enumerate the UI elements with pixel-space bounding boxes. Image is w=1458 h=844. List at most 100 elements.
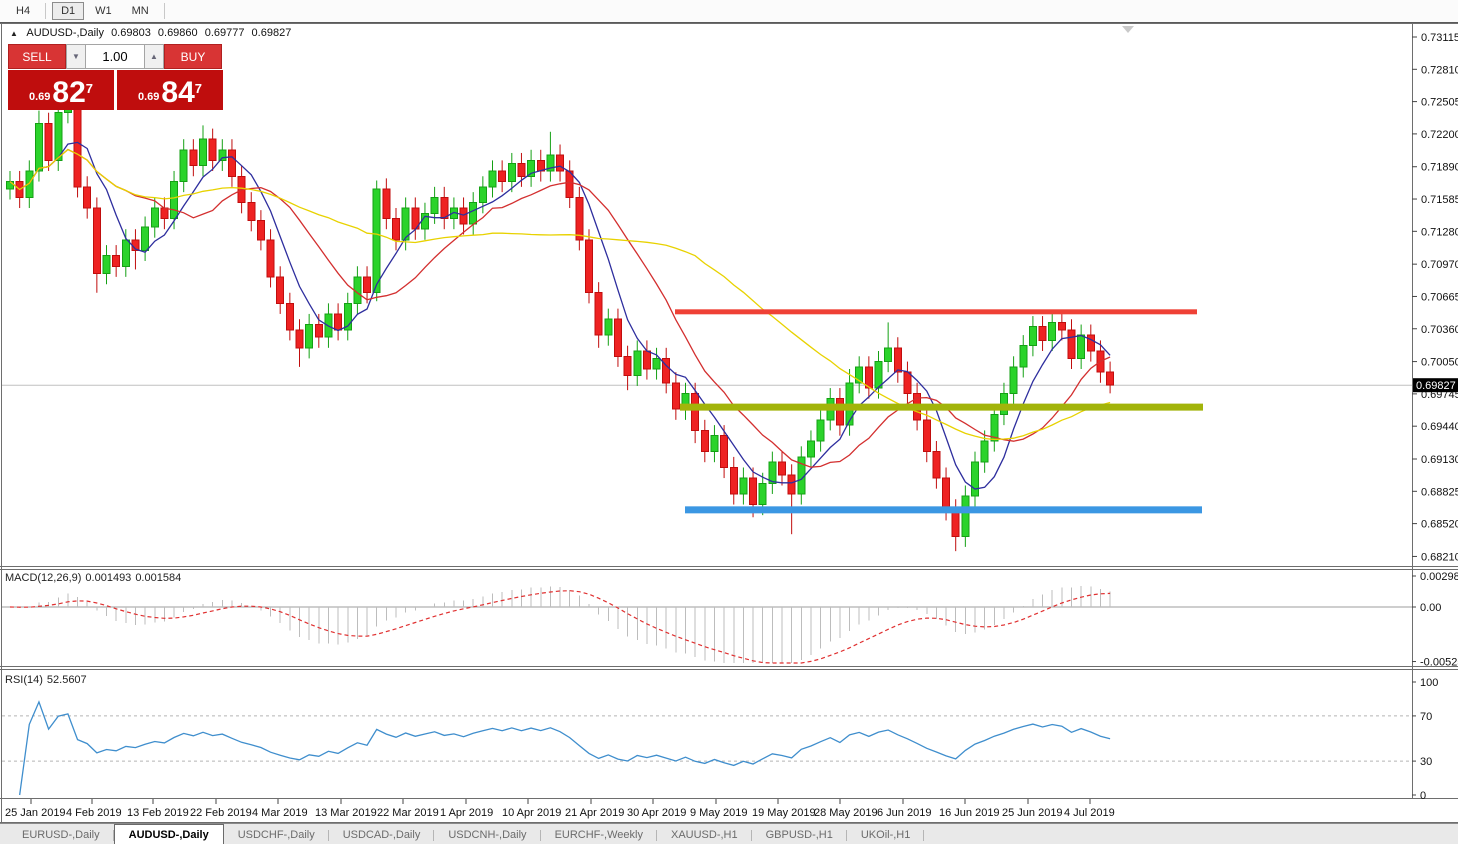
- candle-down: [285, 302, 294, 331]
- price-axis-label: 0.70360: [1421, 324, 1458, 336]
- price-axis-label: 0.71890: [1421, 162, 1458, 174]
- buy-price-main: 84: [161, 76, 195, 109]
- timeframe-button-h4[interactable]: H4: [16, 5, 31, 17]
- collapse-arrow-icon[interactable]: ▲: [10, 29, 18, 38]
- date-axis[interactable]: 25 Jan 2019 4 Feb 2019 13 Feb 2019 22 Feb 2…: [5, 799, 1115, 819]
- tab-eurchf-weekly[interactable]: EURCHF-,Weekly: [541, 826, 658, 844]
- macd-value-1: 0.001493: [85, 572, 132, 584]
- ohlc-close: 0.69827: [251, 27, 292, 39]
- candle-up: [150, 207, 159, 228]
- candle-down: [893, 347, 902, 373]
- candle-down: [208, 138, 217, 161]
- candle-up: [488, 170, 497, 188]
- volume-up-button[interactable]: ▲: [144, 44, 164, 69]
- chart-symbol: AUDUSD-,Daily: [26, 27, 104, 39]
- candle-down: [392, 218, 400, 241]
- candle-down: [903, 371, 912, 394]
- candle-down: [189, 149, 198, 167]
- candle-up: [710, 435, 719, 453]
- toolbar-separator: [163, 3, 165, 19]
- ma-line-13: [9, 148, 1111, 468]
- price-axis[interactable]: 0.73115 0.72810 0.72505 0.72200 0.71890 0.715…: [1412, 32, 1458, 802]
- candle-down: [932, 451, 941, 479]
- candle-down: [778, 461, 786, 476]
- candle-up: [855, 366, 864, 384]
- candle-up: [218, 149, 227, 161]
- tab-eurusd-daily[interactable]: EURUSD-,Daily: [8, 826, 114, 844]
- date-axis-label: 10 Apr 2019: [502, 807, 561, 819]
- buy-price-box[interactable]: 0.69 84 7: [117, 70, 223, 110]
- candle-down: [951, 509, 960, 537]
- macd-axis-label: -0.005250: [1420, 657, 1458, 669]
- tab-ukoil-h1[interactable]: UKOil-,H1: [847, 826, 925, 844]
- candle-down: [623, 355, 632, 376]
- tab-usdcad-daily[interactable]: USDCAD-,Daily: [329, 826, 435, 844]
- horizontal-level-support[interactable]: [685, 506, 1202, 514]
- ohlc-open: 0.69803: [111, 27, 151, 39]
- candle-up: [1077, 334, 1086, 359]
- date-axis-label: 30 Apr 2019: [627, 807, 686, 819]
- candle-down: [1038, 326, 1047, 341]
- date-axis-label: 13 Mar 2019: [315, 807, 377, 819]
- candle-down: [556, 154, 565, 172]
- candle-up: [633, 350, 642, 376]
- candle-up: [961, 495, 970, 537]
- horizontal-level-resistance[interactable]: [675, 309, 1197, 315]
- timeframe-button-w1[interactable]: W1: [95, 5, 112, 17]
- buy-button[interactable]: BUY: [164, 44, 222, 69]
- tab-audusd-daily[interactable]: AUDUSD-,Daily: [113, 824, 224, 844]
- price-axis-label: 0.68520: [1421, 519, 1458, 531]
- candle-up: [527, 159, 536, 177]
- horizontal-level-pivot[interactable]: [680, 403, 1203, 411]
- candle-down: [517, 163, 526, 177]
- candle-down: [440, 196, 449, 220]
- candle-up: [990, 414, 999, 442]
- macd-axis-label: 0.00: [1420, 602, 1441, 614]
- moving-average-lines: [9, 141, 1111, 490]
- candle-up: [121, 239, 130, 267]
- price-axis-label: 0.68825: [1421, 486, 1458, 498]
- candle-down: [247, 202, 256, 222]
- price-plot: [2, 89, 1412, 552]
- rsi-line: [19, 700, 1111, 796]
- candle-down: [382, 188, 391, 220]
- candle-down: [565, 170, 574, 198]
- sell-button[interactable]: SELL: [8, 44, 66, 69]
- candle-down: [691, 392, 700, 431]
- volume-input[interactable]: [86, 44, 144, 69]
- price-axis-label: 0.68210: [1421, 551, 1458, 563]
- ohlc-low: 0.69777: [204, 27, 245, 39]
- timeframe-button-d1[interactable]: D1: [52, 2, 85, 20]
- candle-down: [671, 382, 680, 410]
- candle-up: [874, 361, 883, 389]
- sell-price-prefix: 0.69: [28, 91, 51, 103]
- rsi-axis-label: 30: [1420, 756, 1432, 768]
- date-axis-label: 4 Jul 2019: [1064, 807, 1115, 819]
- chart-shift-marker-icon: [1122, 26, 1134, 33]
- candle-up: [343, 302, 352, 331]
- candle-up: [739, 477, 748, 495]
- date-axis-label: 1 Apr 2019: [440, 807, 493, 819]
- date-axis-label: 25 Jan 2019: [5, 807, 66, 819]
- candle-down: [334, 313, 343, 331]
- price-axis-label: 0.71280: [1421, 226, 1458, 238]
- candle-up: [469, 202, 478, 225]
- volume-down-button[interactable]: ▼: [66, 44, 86, 69]
- timeframe-button-mn[interactable]: MN: [131, 5, 149, 17]
- candle-up: [816, 419, 825, 442]
- tab-usdchf-daily[interactable]: USDCHF-,Daily: [224, 826, 329, 844]
- date-axis-label: 16 Jun 2019: [939, 807, 1000, 819]
- date-axis-label: 21 Apr 2019: [565, 807, 624, 819]
- price-axis-label: 0.72200: [1421, 129, 1458, 141]
- tab-gbpusd-h1[interactable]: GBPUSD-,H1: [752, 826, 848, 844]
- sell-price-box[interactable]: 0.69 82 7: [8, 70, 114, 110]
- candle-down: [276, 276, 285, 304]
- candle-up: [54, 112, 63, 161]
- tab-xauusd-h1[interactable]: XAUUSD-,H1: [657, 826, 752, 844]
- spinner-down-icon: ▼: [72, 52, 80, 61]
- date-axis-label: 9 May 2019: [690, 807, 747, 819]
- tab-usdcnh-daily[interactable]: USDCNH-,Daily: [434, 826, 541, 844]
- date-axis-label: 28 May 2019: [814, 807, 878, 819]
- buy-price-prefix: 0.69: [137, 91, 160, 103]
